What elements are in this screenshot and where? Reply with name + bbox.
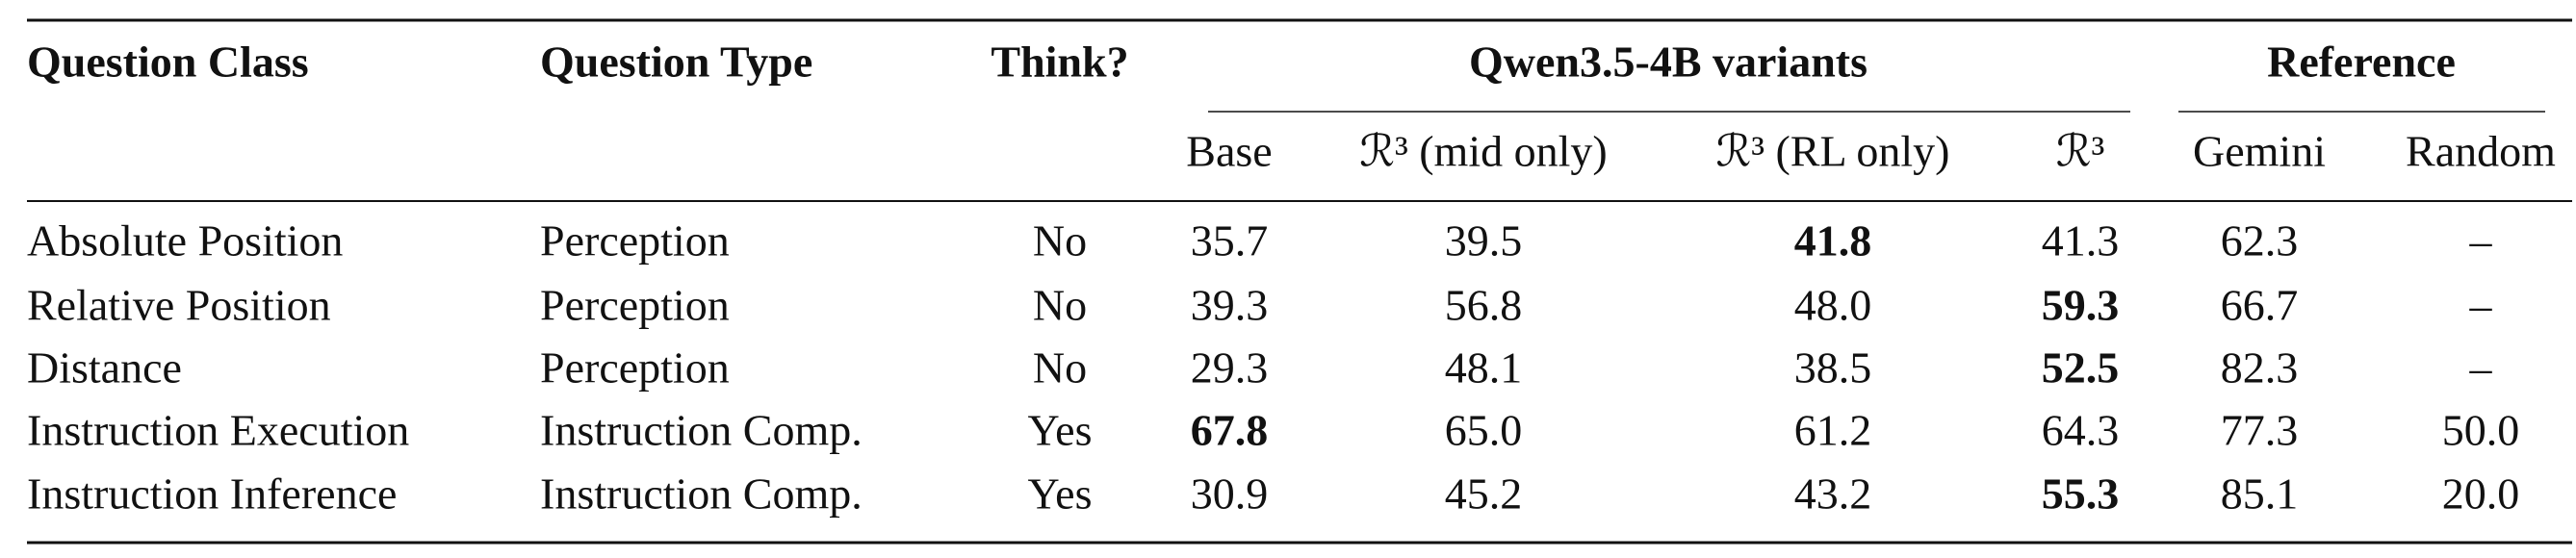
- column-header: Base: [1186, 127, 1272, 176]
- table-cell: 50.0: [2442, 406, 2520, 455]
- table-cell: Distance: [27, 343, 182, 393]
- table-cell: 41.8: [1794, 216, 1872, 266]
- table-cell: 62.3: [2221, 216, 2299, 266]
- table-cell: –: [2469, 216, 2493, 266]
- table-cell: 64.3: [2042, 406, 2120, 455]
- table-cell: 30.9: [1191, 469, 1269, 519]
- table-cell: 77.3: [2221, 406, 2299, 455]
- table-cell: 45.2: [1445, 469, 1523, 519]
- table-cell: 48.0: [1794, 281, 1872, 330]
- table-cell: 48.1: [1445, 343, 1523, 393]
- column-header: Gemini: [2193, 127, 2326, 176]
- table-cell: 35.7: [1191, 216, 1269, 266]
- column-header: Random: [2406, 127, 2556, 176]
- group-header: Qwen3.5-4B variants: [1469, 38, 1868, 87]
- table-cell: 82.3: [2221, 343, 2299, 393]
- table-cell: Perception: [540, 216, 730, 266]
- column-header: Question Class: [27, 38, 309, 87]
- table-cell: Yes: [1028, 406, 1093, 455]
- table-cell: 67.8: [1191, 406, 1269, 455]
- table-cell: 52.5: [2042, 343, 2120, 393]
- table-cell: Perception: [540, 343, 730, 393]
- table-cell: 29.3: [1191, 343, 1269, 393]
- table-cell: 85.1: [2221, 469, 2299, 519]
- table-cell: –: [2469, 343, 2493, 393]
- table-cell: –: [2469, 281, 2493, 330]
- table-cell: 66.7: [2221, 281, 2299, 330]
- table-cell: 43.2: [1794, 469, 1872, 519]
- table-cell: Instruction Comp.: [540, 469, 863, 519]
- table-cell: Relative Position: [27, 281, 331, 330]
- table-cell: 39.3: [1191, 281, 1269, 330]
- column-header: ℛ³ (mid only): [1359, 127, 1607, 176]
- table-cell: Yes: [1028, 469, 1093, 519]
- table-cell: Instruction Comp.: [540, 406, 863, 455]
- table-cell: 59.3: [2042, 281, 2120, 330]
- column-header: ℛ³ (RL only): [1716, 127, 1950, 176]
- table-cell: 20.0: [2442, 469, 2520, 519]
- table-cell: No: [1033, 281, 1087, 330]
- table-cell: 65.0: [1445, 406, 1523, 455]
- column-header: Think?: [991, 38, 1128, 87]
- table-cell: Perception: [540, 281, 730, 330]
- table-cell: Instruction Execution: [27, 406, 409, 455]
- table-cell: No: [1033, 343, 1087, 393]
- column-header: Question Type: [540, 38, 812, 87]
- table-cell: 38.5: [1794, 343, 1872, 393]
- table-cell: 56.8: [1445, 281, 1523, 330]
- column-header: ℛ³: [2056, 127, 2105, 176]
- table-cell: No: [1033, 216, 1087, 266]
- table-cell: Instruction Inference: [27, 469, 397, 519]
- table-cell: 61.2: [1794, 406, 1872, 455]
- table-cell: 55.3: [2042, 469, 2120, 519]
- group-header: Reference: [2267, 38, 2456, 87]
- table-cell: 39.5: [1445, 216, 1523, 266]
- table-cell: 41.3: [2042, 216, 2120, 266]
- table-cell: Absolute Position: [27, 216, 343, 266]
